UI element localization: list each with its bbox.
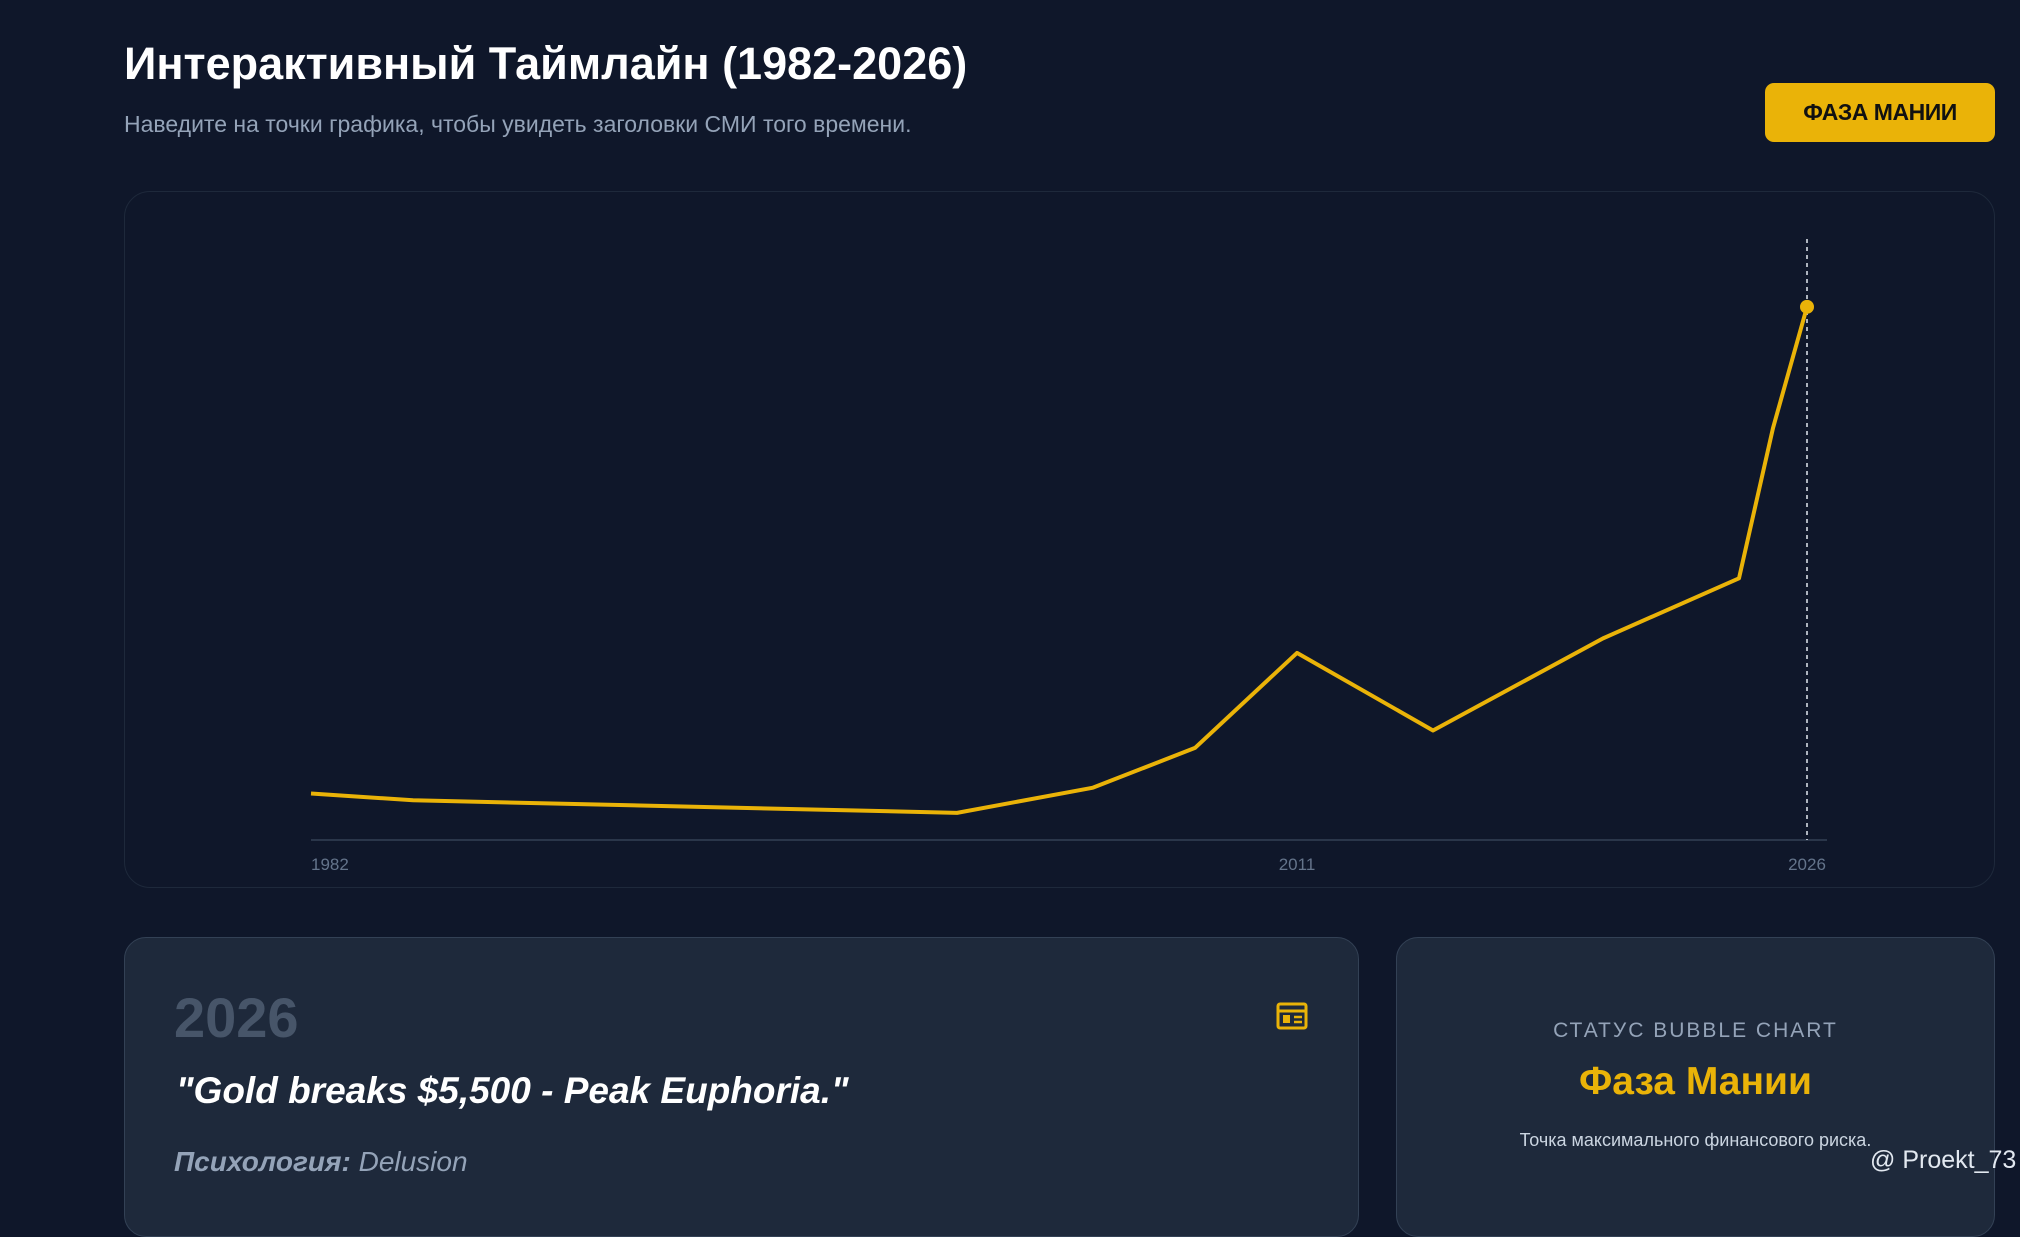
page-title: Интерактивный Таймлайн (1982-2026)	[124, 38, 968, 89]
status-note: Точка максимального финансового риска.	[1519, 1130, 1872, 1150]
status-phase: Фаза Мании	[1578, 1060, 1812, 1103]
news-icon	[1276, 1002, 1308, 1030]
x-tick-label: 2011	[1279, 855, 1316, 874]
psychology-value: Delusion	[358, 1146, 468, 1177]
page-subtitle: Наведите на точки графика, чтобы увидеть…	[124, 111, 912, 137]
x-tick-label: 1982	[311, 855, 349, 874]
phase-button[interactable]: ФАЗА МАНИИ	[1765, 83, 1995, 142]
chart-card: 1982 2011 2026	[124, 191, 1995, 888]
x-tick-label: 2026	[1788, 855, 1826, 874]
chart: 1982 2011 2026	[310, 239, 1827, 874]
highlight-point	[1800, 299, 1814, 314]
event-quote: "Gold breaks $5,500 - Peak Euphoria."	[176, 1070, 849, 1111]
page: Интерактивный Таймлайн (1982-2026) Навед…	[124, 38, 2017, 1237]
watermark: @ Proekt_73	[1870, 1146, 2017, 1174]
status-label: СТАТУС BUBBLE CHART	[1553, 1019, 1838, 1042]
psychology-label: Психология:	[174, 1146, 351, 1177]
psychology: Психология: Delusion	[174, 1146, 468, 1178]
event-year: 2026	[174, 986, 299, 1049]
price-line	[310, 306, 1809, 815]
event-card	[124, 937, 1359, 1237]
